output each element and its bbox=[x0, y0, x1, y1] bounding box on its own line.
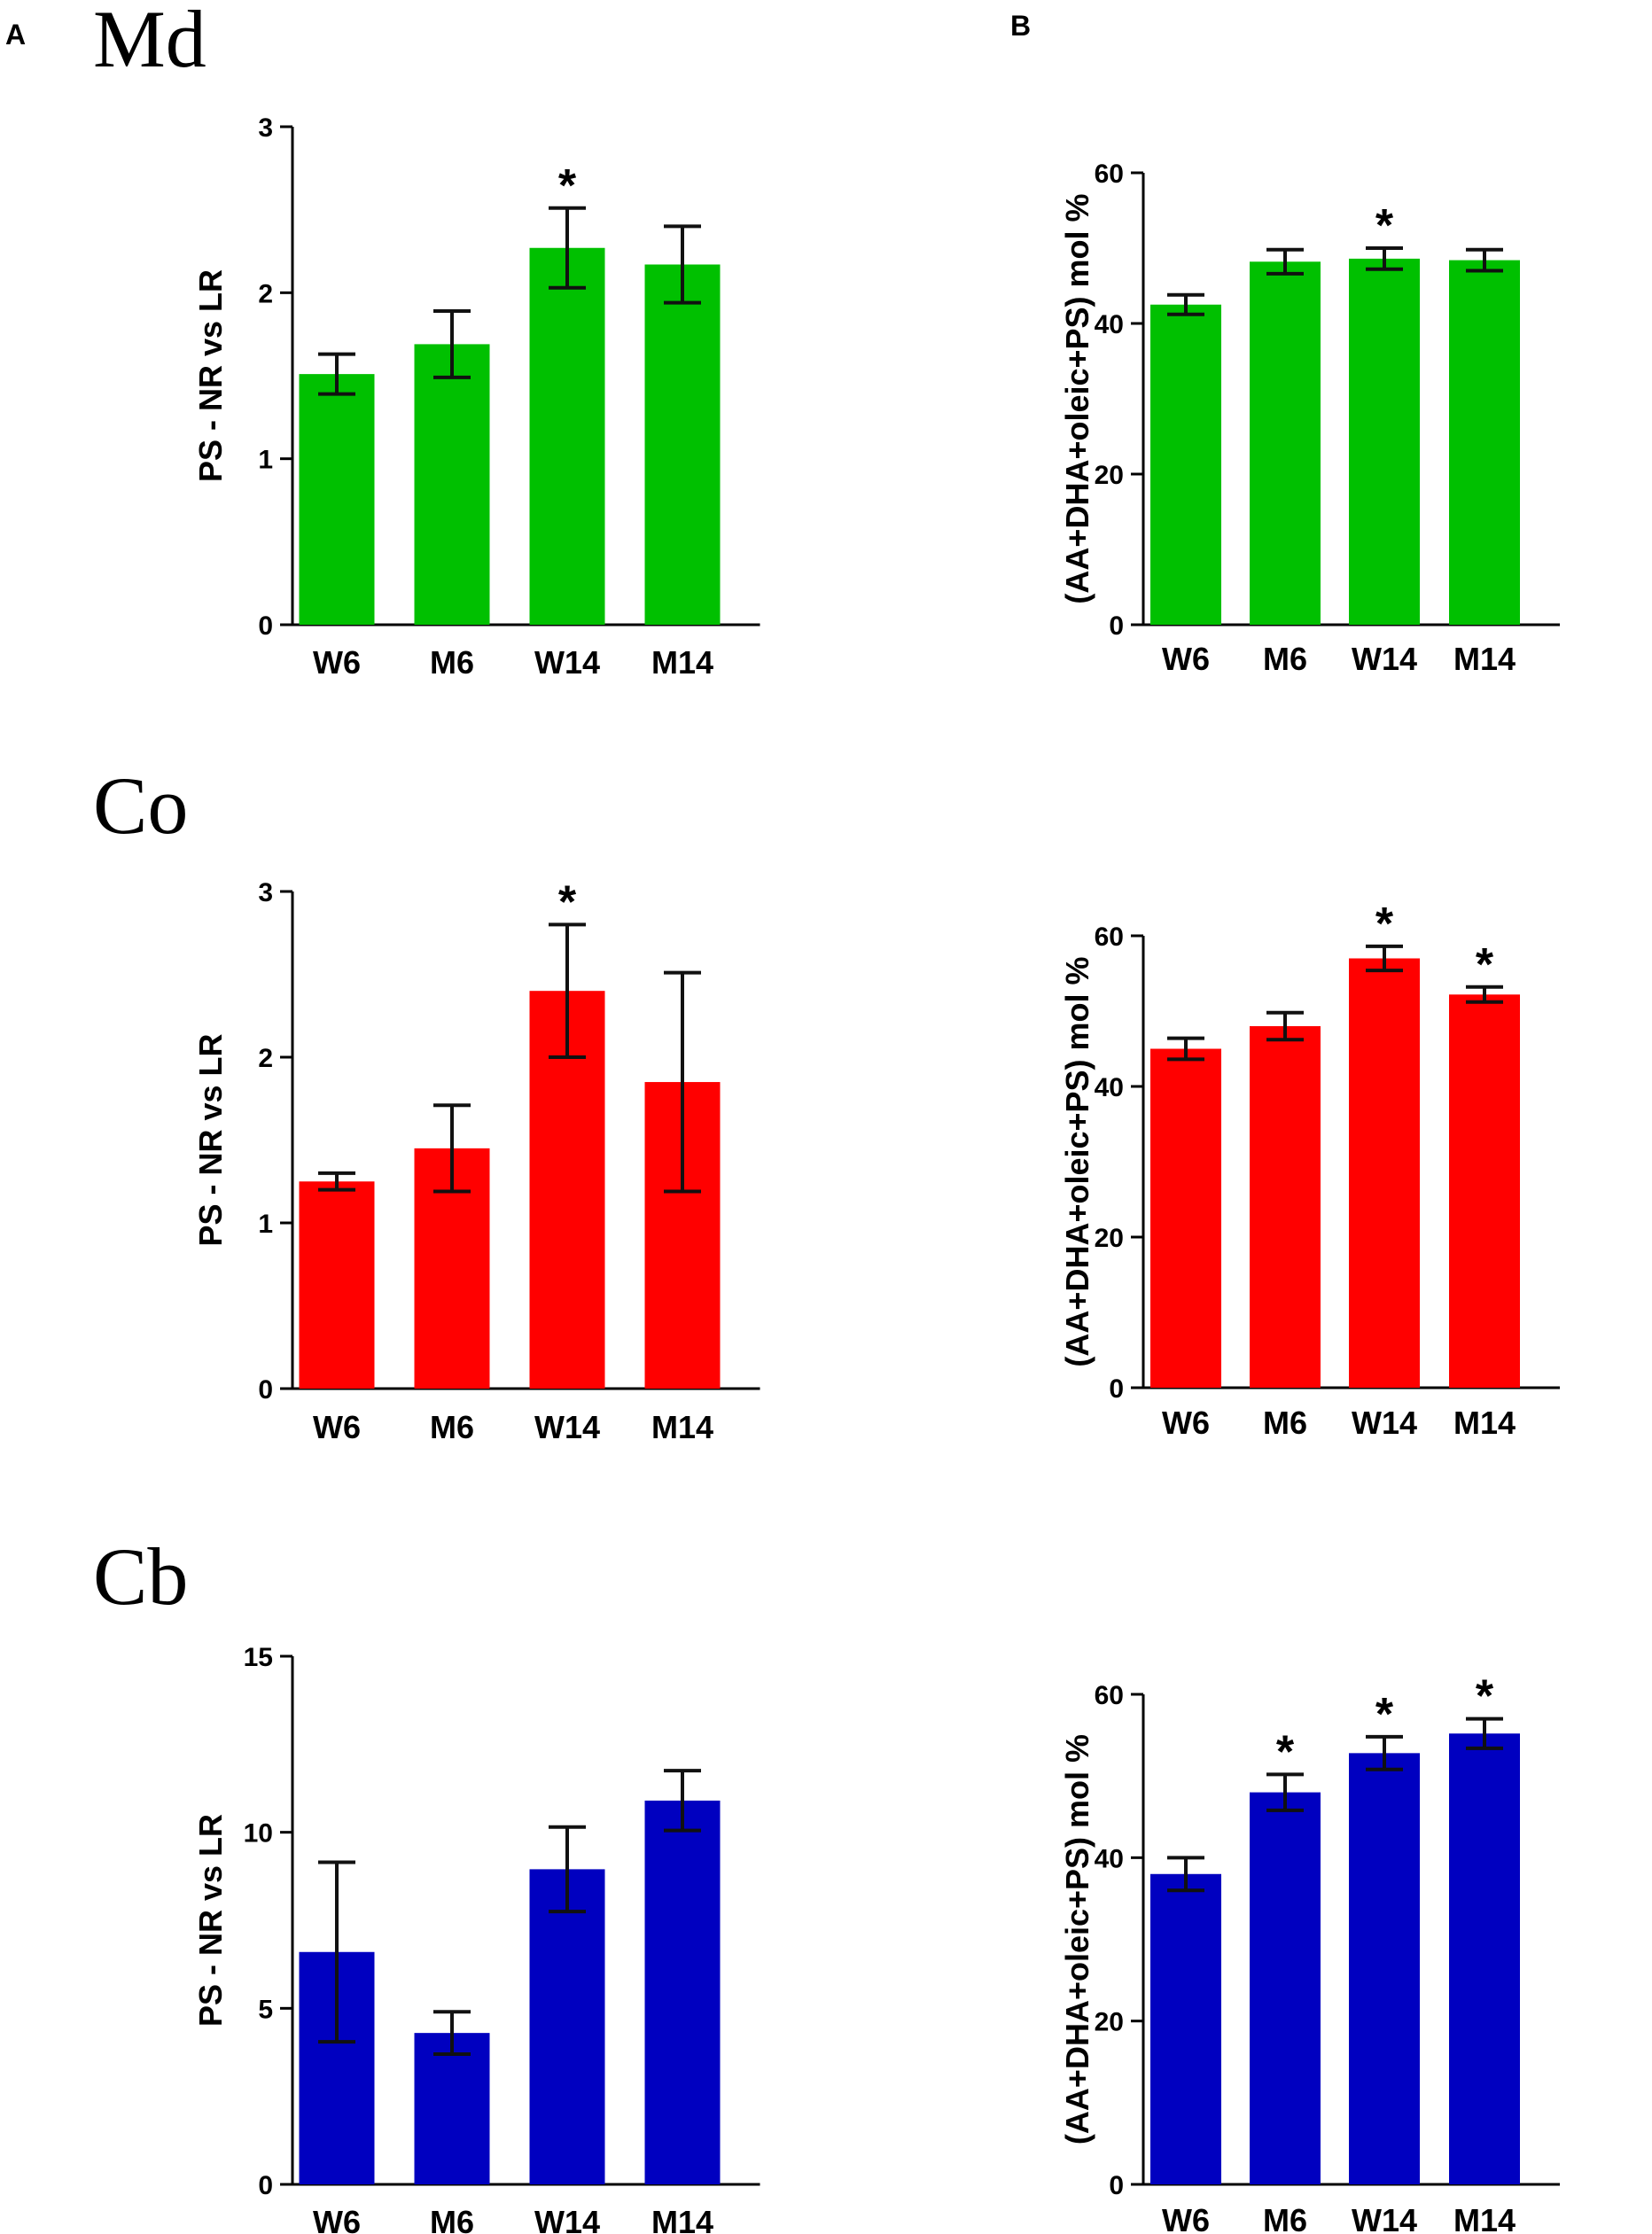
y-tick-label: 3 bbox=[258, 878, 273, 907]
chart-co-mol-percent: 0 20 40 60(AA+DHA+oleic+PS) mol % W6 M6 W14 * M1… bbox=[1059, 899, 1560, 1441]
y-tick-label: 2 bbox=[258, 1044, 273, 1073]
y-tick-label: 3 bbox=[258, 113, 273, 143]
category-label: M14 bbox=[1453, 2202, 1516, 2234]
region-label-md: Md bbox=[93, 0, 206, 84]
y-tick-label: 40 bbox=[1095, 1844, 1124, 1873]
y-tick-label: 0 bbox=[258, 1375, 273, 1405]
y-tick-label: 0 bbox=[258, 611, 273, 641]
y-axis-label: PS - NR vs LR bbox=[192, 269, 229, 482]
bar-w6 bbox=[299, 1181, 375, 1389]
significance-star: * bbox=[1476, 1671, 1494, 1723]
panel-letter-b: B bbox=[1010, 10, 1031, 42]
y-axis-label: PS - NR vs LR bbox=[192, 1033, 229, 1246]
bar-m14 bbox=[1449, 260, 1520, 625]
bar-m6 bbox=[414, 344, 490, 625]
category-label: W14 bbox=[1352, 2202, 1417, 2234]
bar-w14 bbox=[1349, 1753, 1420, 2184]
category-label: W14 bbox=[1352, 641, 1417, 677]
y-tick-label: 10 bbox=[244, 1819, 273, 1849]
bar-m6 bbox=[1250, 1792, 1321, 2184]
significance-star: * bbox=[558, 160, 577, 212]
y-tick-label: 60 bbox=[1095, 1681, 1124, 1710]
category-label: M6 bbox=[430, 1409, 474, 1445]
chart-cb-mol-percent: 0 20 40 60(AA+DHA+oleic+PS) mol % W6 M6 * W14 * M… bbox=[1059, 1671, 1560, 2234]
region-label-cb: Cb bbox=[93, 1531, 188, 1622]
y-axis-label: (AA+DHA+oleic+PS) mol % bbox=[1059, 1734, 1095, 2144]
category-label: W14 bbox=[534, 2204, 600, 2234]
panel-letter-a: A bbox=[5, 19, 26, 51]
category-label: W6 bbox=[313, 2204, 361, 2234]
y-tick-label: 20 bbox=[1095, 461, 1124, 490]
chart-co-ps-nr-vs-lr: 0 1 2 3 PS - NR vs LR W6 M6 W14 * M14 bbox=[192, 876, 760, 1445]
category-label: W14 bbox=[534, 1409, 600, 1445]
bar-w14 bbox=[1349, 958, 1420, 1388]
y-tick-label: 40 bbox=[1095, 1073, 1124, 1102]
bar-w14 bbox=[1349, 258, 1420, 625]
bar-w6 bbox=[299, 374, 375, 625]
y-tick-label: 1 bbox=[258, 446, 273, 475]
bar-w14 bbox=[529, 1869, 605, 2184]
category-label: W6 bbox=[1162, 2202, 1210, 2234]
chart-md-mol-percent: 0 20 40 60(AA+DHA+oleic+PS) mol % W6 M6 W14 * M1… bbox=[1059, 160, 1560, 677]
bar-w6 bbox=[1150, 304, 1221, 625]
y-tick-label: 0 bbox=[1109, 611, 1124, 641]
category-label: M6 bbox=[1263, 641, 1307, 677]
category-label: W6 bbox=[313, 1409, 361, 1445]
y-tick-label: 60 bbox=[1095, 922, 1124, 952]
significance-star: * bbox=[558, 876, 577, 928]
category-label: W14 bbox=[534, 644, 600, 681]
category-label: W6 bbox=[1162, 641, 1210, 677]
category-label: W14 bbox=[1352, 1405, 1417, 1441]
significance-star: * bbox=[1276, 1726, 1295, 1778]
category-label: M6 bbox=[430, 644, 474, 681]
bar-m6 bbox=[414, 2033, 490, 2184]
category-label: M14 bbox=[1453, 641, 1516, 677]
category-label: M14 bbox=[651, 1409, 713, 1445]
bar-m6 bbox=[1250, 1026, 1321, 1388]
category-label: M14 bbox=[651, 644, 713, 681]
significance-star: * bbox=[1375, 899, 1394, 950]
bar-w14 bbox=[529, 247, 605, 625]
bar-m14 bbox=[1449, 994, 1520, 1388]
bar-w6 bbox=[1150, 1873, 1221, 2184]
category-label: M14 bbox=[651, 2204, 713, 2234]
bar-m14 bbox=[1449, 1733, 1520, 2184]
y-tick-label: 0 bbox=[1109, 2171, 1124, 2200]
bar-w6 bbox=[1150, 1048, 1221, 1388]
y-tick-label: 1 bbox=[258, 1210, 273, 1239]
category-label: W6 bbox=[313, 644, 361, 681]
y-tick-label: 15 bbox=[244, 1643, 273, 1672]
category-label: W6 bbox=[1162, 1405, 1210, 1441]
bar-m14 bbox=[644, 1800, 721, 2184]
category-label: M6 bbox=[1263, 1405, 1307, 1441]
significance-star: * bbox=[1476, 939, 1494, 991]
y-tick-label: 0 bbox=[1109, 1374, 1124, 1404]
y-tick-label: 60 bbox=[1095, 160, 1124, 189]
y-axis-label: (AA+DHA+oleic+PS) mol % bbox=[1059, 956, 1095, 1366]
y-tick-label: 40 bbox=[1095, 310, 1124, 339]
y-axis-label: PS - NR vs LR bbox=[192, 1814, 229, 2027]
y-tick-label: 2 bbox=[258, 279, 273, 308]
y-axis-label: (AA+DHA+oleic+PS) mol % bbox=[1059, 193, 1095, 603]
region-label-co: Co bbox=[93, 760, 188, 851]
category-label: M6 bbox=[430, 2204, 474, 2234]
y-tick-label: 5 bbox=[258, 1995, 273, 2024]
bar-m14 bbox=[644, 264, 721, 625]
chart-cb-ps-nr-vs-lr: 0 5 10 15 PS - NR vs LR W6 M6 W14 M14 bbox=[192, 1643, 760, 2234]
chart-md-ps-nr-vs-lr: 0 1 2 3 PS - NR vs LR W6 M6 W14 * M14 bbox=[192, 113, 760, 681]
significance-star: * bbox=[1375, 1689, 1394, 1740]
y-tick-label: 0 bbox=[258, 2171, 273, 2200]
category-label: M14 bbox=[1453, 1405, 1516, 1441]
y-tick-label: 20 bbox=[1095, 1224, 1124, 1253]
y-tick-label: 20 bbox=[1095, 2008, 1124, 2037]
significance-star: * bbox=[1375, 200, 1394, 252]
category-label: M6 bbox=[1263, 2202, 1307, 2234]
bar-m6 bbox=[1250, 261, 1321, 625]
